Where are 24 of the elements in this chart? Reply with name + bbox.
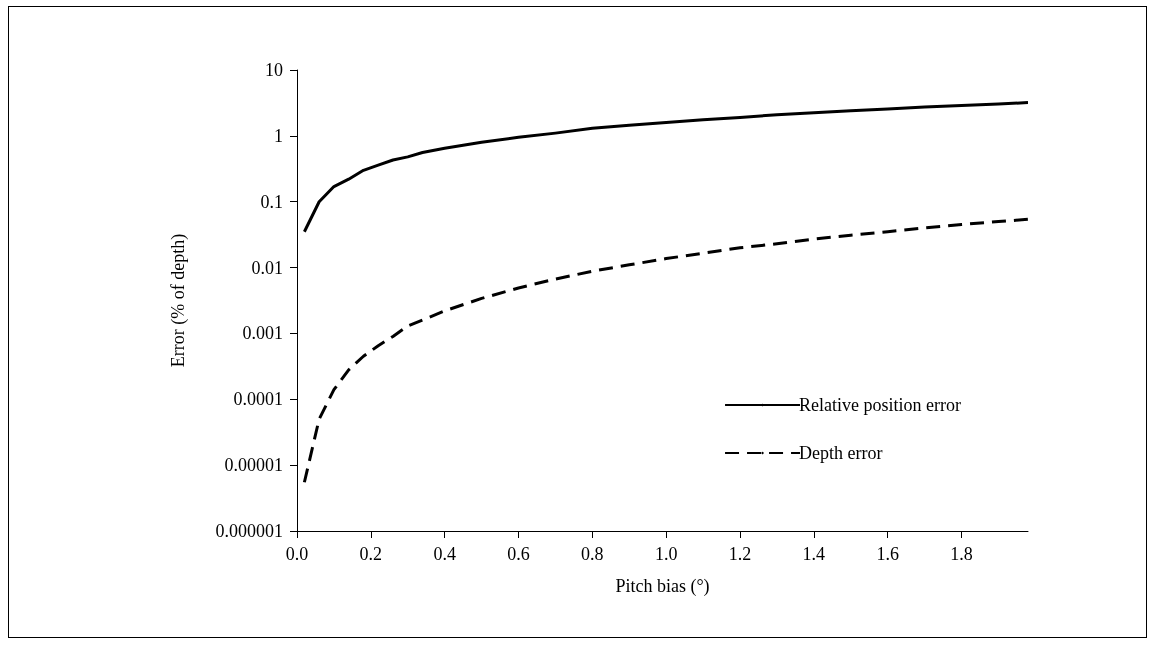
y-tick-label: 0.1 — [260, 191, 283, 212]
x-tick-label: 0.6 — [507, 544, 530, 564]
y-tick-label: 0.000001 — [215, 521, 283, 541]
x-axis-title: Pitch bias (°) — [615, 576, 710, 597]
x-tick-label: 1.4 — [802, 544, 826, 564]
y-tick-label: 1 — [274, 125, 283, 146]
y-tick-label: 0.00001 — [224, 455, 283, 476]
x-tick-label: 1.0 — [654, 544, 678, 564]
legend-label: Depth error — [799, 443, 883, 463]
x-tick-label: 0.0 — [285, 544, 309, 564]
x-tick-label: 1.2 — [728, 544, 752, 564]
x-tick-label: 0.8 — [581, 544, 604, 564]
x-tick-label: 0.4 — [433, 544, 456, 564]
y-tick-label: 0.001 — [242, 323, 283, 344]
x-tick-label: 1.6 — [876, 544, 899, 564]
line-series — [302, 217, 1030, 484]
y-tick-label: 0.01 — [251, 257, 283, 278]
y-tick-label: 10 — [265, 60, 283, 80]
y-axis-title: Error (% of depth) — [168, 233, 189, 368]
legend-label: Relative position error — [799, 395, 962, 415]
line-series — [302, 101, 1030, 234]
x-tick-label: 1.8 — [950, 544, 973, 564]
y-tick-label: 0.0001 — [233, 389, 283, 410]
x-tick-label: 0.2 — [359, 544, 383, 564]
